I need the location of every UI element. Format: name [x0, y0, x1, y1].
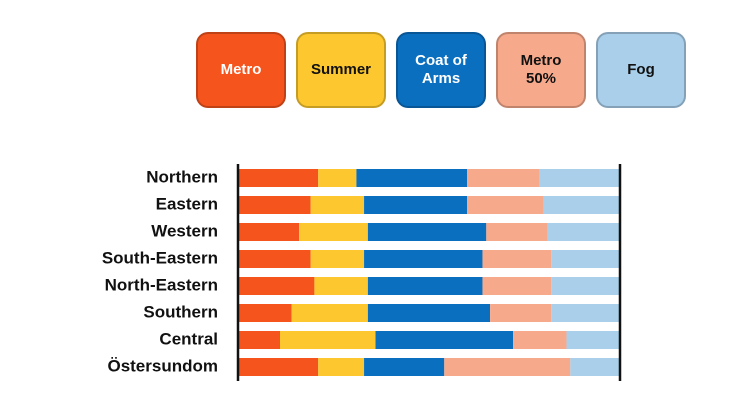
bar-segment	[318, 358, 365, 376]
y-tick-label: Northern	[146, 167, 218, 186]
y-tick-label: Southern	[143, 302, 218, 321]
bar-segment	[280, 331, 376, 349]
bar-segment	[238, 358, 319, 376]
bar-segment	[570, 358, 620, 376]
bar-segment	[551, 304, 620, 322]
bar-segment	[482, 277, 552, 295]
bar-segment	[291, 304, 368, 322]
bar-segment	[238, 331, 281, 349]
bar-segment	[513, 331, 567, 349]
y-tick-label: Eastern	[156, 194, 218, 213]
bar-segment	[364, 250, 483, 268]
bar-segment	[238, 196, 311, 214]
bar-segment	[314, 277, 368, 295]
bar-segment	[238, 250, 311, 268]
bar-segment	[551, 277, 620, 295]
bar-segment	[490, 304, 552, 322]
bar-segment	[364, 358, 445, 376]
bar-segment	[539, 169, 620, 187]
bar-segment	[367, 304, 491, 322]
bar-segment	[356, 169, 468, 187]
bar-segment	[318, 169, 357, 187]
bar-segment	[238, 277, 315, 295]
bar-segment	[299, 223, 368, 241]
bar-segment	[551, 250, 620, 268]
bar-segment	[238, 304, 292, 322]
bar-segment	[367, 277, 483, 295]
bar-segment	[310, 196, 365, 214]
y-tick-label: North-Eastern	[105, 275, 218, 294]
bar-segment	[467, 169, 540, 187]
legend-item: Metro 50%	[496, 32, 586, 108]
bar-segment	[566, 331, 620, 349]
bar-segment	[238, 223, 300, 241]
bar-segment	[467, 196, 544, 214]
bar-segment	[367, 223, 487, 241]
legend-item: Metro	[196, 32, 286, 108]
bar-segment	[486, 223, 548, 241]
bar-segment	[543, 196, 620, 214]
bar-segment	[310, 250, 365, 268]
bar-segment	[375, 331, 514, 349]
y-tick-label: Östersundom	[107, 356, 218, 375]
legend-item: Fog	[596, 32, 686, 108]
y-tick-label: South-Eastern	[102, 248, 218, 267]
bar-segment	[238, 169, 319, 187]
bar-segment	[444, 358, 571, 376]
legend-item: Summer	[296, 32, 386, 108]
y-tick-label: Central	[159, 329, 218, 348]
legend-item: Coat of Arms	[396, 32, 486, 108]
bar-segment	[482, 250, 552, 268]
bar-segment	[547, 223, 620, 241]
legend: Metro Summer Coat of Arms Metro 50% Fog	[196, 32, 686, 108]
bar-segment	[364, 196, 468, 214]
y-tick-label: Western	[151, 221, 218, 240]
